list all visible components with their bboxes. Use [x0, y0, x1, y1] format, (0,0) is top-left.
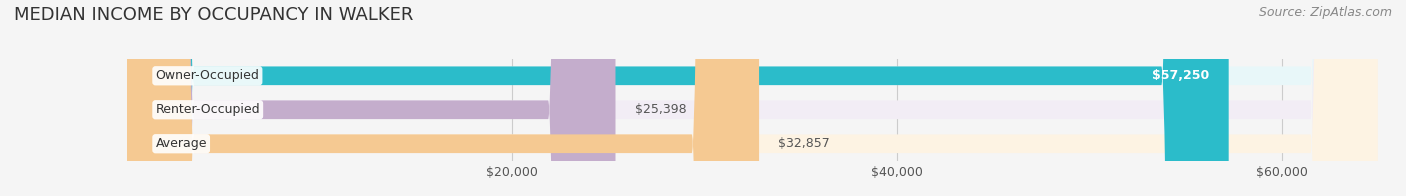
Text: $57,250: $57,250 — [1152, 69, 1209, 82]
FancyBboxPatch shape — [127, 0, 616, 196]
Text: MEDIAN INCOME BY OCCUPANCY IN WALKER: MEDIAN INCOME BY OCCUPANCY IN WALKER — [14, 6, 413, 24]
FancyBboxPatch shape — [127, 0, 759, 196]
Text: Owner-Occupied: Owner-Occupied — [156, 69, 259, 82]
Text: Average: Average — [156, 137, 207, 150]
FancyBboxPatch shape — [127, 0, 1378, 196]
FancyBboxPatch shape — [127, 0, 1229, 196]
Text: Source: ZipAtlas.com: Source: ZipAtlas.com — [1258, 6, 1392, 19]
Text: Renter-Occupied: Renter-Occupied — [156, 103, 260, 116]
Text: $32,857: $32,857 — [779, 137, 830, 150]
FancyBboxPatch shape — [127, 0, 1378, 196]
FancyBboxPatch shape — [127, 0, 1378, 196]
Text: $25,398: $25,398 — [634, 103, 686, 116]
